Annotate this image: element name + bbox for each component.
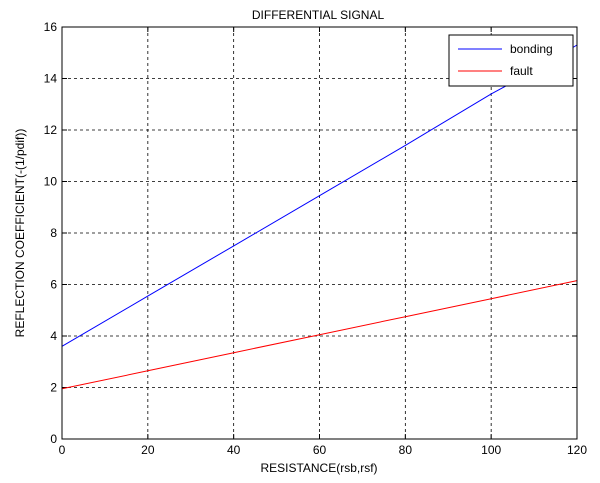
x-tick-label: 100 <box>481 443 501 457</box>
y-tick-label: 8 <box>50 226 57 240</box>
x-tick-label: 120 <box>567 443 587 457</box>
y-tick-label: 0 <box>50 432 57 446</box>
chart-title: DIFFERENTIAL SIGNAL <box>252 8 385 22</box>
series-line-fault <box>61 280 578 390</box>
series-line-bonding <box>61 44 578 347</box>
x-tick-label: 60 <box>313 443 327 457</box>
y-tick-label: 4 <box>50 329 57 343</box>
y-tick-label: 12 <box>44 123 58 137</box>
ticks: 0 20 40 60 80 100 120 0 2 4 6 8 10 12 14 16 <box>44 20 588 457</box>
y-axis-label: REFLECTION COEFFICIENT(-(1/pdif)) <box>13 129 27 338</box>
x-tick-label: 40 <box>227 443 241 457</box>
y-tick-label: 16 <box>44 20 58 34</box>
y-tick-label: 14 <box>44 72 58 86</box>
x-tick-label: 20 <box>141 443 155 457</box>
legend-box <box>448 34 574 87</box>
grid <box>62 27 577 439</box>
y-tick-label: 10 <box>44 175 58 189</box>
y-tick-label: 6 <box>50 278 57 292</box>
plot-frame <box>61 26 578 440</box>
legend: bonding fault <box>448 34 574 87</box>
series-lines <box>61 44 578 390</box>
legend-label-fault: fault <box>510 64 533 78</box>
legend-label-bonding: bonding <box>510 42 553 56</box>
y-tick-label: 2 <box>50 381 57 395</box>
x-tick-label: 80 <box>399 443 413 457</box>
x-tick-label: 0 <box>59 443 66 457</box>
x-axis-label: RESISTANCE(rsb,rsf) <box>260 461 377 475</box>
